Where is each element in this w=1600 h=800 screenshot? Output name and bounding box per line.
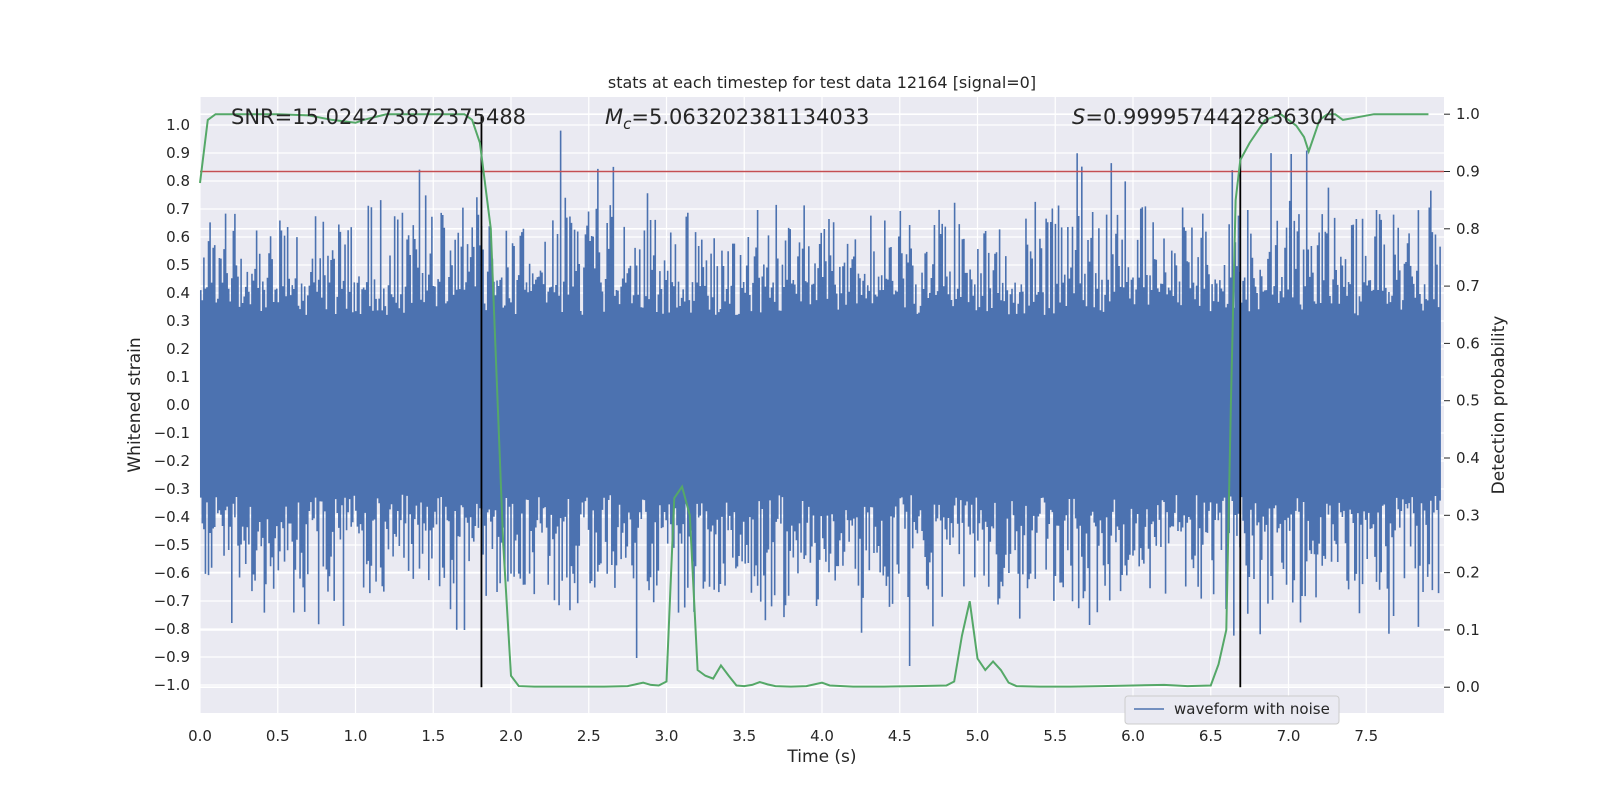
x-tick-label: 5.0	[966, 727, 990, 745]
y2-tick-label: 0.5	[1456, 392, 1480, 410]
x-tick-label: 1.0	[344, 727, 368, 745]
y-tick-label: −0.7	[154, 592, 190, 610]
y2-tick-label: 0.1	[1456, 621, 1480, 639]
chirp-mass-annotation: Mc=5.063202381134033	[605, 105, 869, 133]
x-tick-label: 0.5	[266, 727, 290, 745]
legend-label: waveform with noise	[1174, 700, 1330, 718]
y-tick-label: −1.0	[154, 676, 190, 694]
y-tick-label: −0.1	[154, 424, 190, 442]
x-tick-label: 2.0	[499, 727, 523, 745]
y-tick-label: −0.4	[154, 508, 190, 526]
chirp-mass-value: =5.063202381134033	[631, 105, 869, 129]
y-tick-label: −0.5	[154, 536, 190, 554]
y-tick-label: −0.2	[154, 452, 190, 470]
y2-tick-label: 0.8	[1456, 220, 1480, 238]
probability-series	[199, 113, 1429, 688]
y-tick-label: −0.9	[154, 648, 190, 666]
y-tick-label: −0.8	[154, 620, 190, 638]
y-tick-label: 0.6	[166, 228, 190, 246]
y2-axis-label: Detection probability	[1489, 316, 1509, 495]
chart-title: stats at each timestep for test data 121…	[608, 73, 1036, 92]
waveform-series	[199, 130, 1441, 666]
y-tick-label: −0.3	[154, 480, 190, 498]
y-tick-label: 0.3	[166, 312, 190, 330]
y2-tick-label: 0.2	[1456, 564, 1480, 582]
y2-tick-label: 0.3	[1456, 506, 1480, 524]
waveform-line	[199, 130, 1441, 666]
x-tick-label: 3.0	[655, 727, 679, 745]
x-tick-label: 2.5	[577, 727, 601, 745]
snr-annotation: SNR=15.024273872375488	[231, 105, 526, 129]
y-tick-label: 0.8	[166, 172, 190, 190]
y-tick-label: 0.1	[166, 368, 190, 386]
y-tick-label: 1.0	[166, 116, 190, 134]
score-value: =0.9999574422836304	[1085, 105, 1336, 129]
y2-tick-label: 1.0	[1456, 105, 1480, 123]
y-tick-label: 0.9	[166, 144, 190, 162]
y2-tick-label: 0.0	[1456, 678, 1480, 696]
score-symbol: S	[1072, 105, 1085, 129]
x-ticks: 0.0 0.5 1.0 1.5 2.0 2.5 3.0 3.5 4.0 4.5 5.0 5.5 6.0 6…	[188, 727, 1378, 745]
legend: waveform with noise	[1124, 695, 1340, 725]
x-tick-label: 6.5	[1199, 727, 1223, 745]
y-tick-label: 0.7	[166, 200, 190, 218]
y-tick-label: 0.0	[166, 396, 190, 414]
chirp-mass-symbol: M	[605, 105, 623, 129]
y-tick-label: −0.6	[154, 564, 190, 582]
x-tick-label: 0.0	[188, 727, 212, 745]
x-tick-label: 6.0	[1121, 727, 1145, 745]
x-tick-label: 7.5	[1354, 727, 1378, 745]
x-tick-label: 4.5	[888, 727, 912, 745]
y2-tick-label: 0.7	[1456, 277, 1480, 295]
x-axis-label: Time (s)	[786, 747, 856, 767]
probability-line	[199, 113, 1429, 688]
x-tick-label: 4.0	[810, 727, 834, 745]
y2-tick-label: 0.9	[1456, 162, 1480, 180]
x-tick-label: 3.5	[732, 727, 756, 745]
y-axis-label: Whitened strain	[125, 337, 145, 472]
y-tick-label: 0.2	[166, 340, 190, 358]
y2-tick-label: 0.6	[1456, 334, 1480, 352]
x-tick-label: 7.0	[1277, 727, 1301, 745]
x-tick-label: 1.5	[421, 727, 445, 745]
y2-tick-label: 0.4	[1456, 449, 1480, 467]
y2-ticks: 1.0 0.9 0.8 0.7 0.6 0.5 0.4 0.3 0.2 0.1 0.0	[1444, 105, 1480, 696]
y-tick-label: 0.5	[166, 256, 190, 274]
y-ticks: 1.0 0.9 0.8 0.7 0.6 0.5 0.4 0.3 0.2 0.1 0.0 −0.1 −0.…	[154, 116, 190, 694]
vertical-markers	[480, 114, 1242, 688]
chirp-mass-subscript: c	[623, 115, 632, 133]
x-tick-label: 5.5	[1043, 727, 1067, 745]
score-annotation: S=0.9999574422836304	[1072, 105, 1337, 129]
y-tick-label: 0.4	[166, 284, 190, 302]
legend-box	[1124, 695, 1340, 725]
